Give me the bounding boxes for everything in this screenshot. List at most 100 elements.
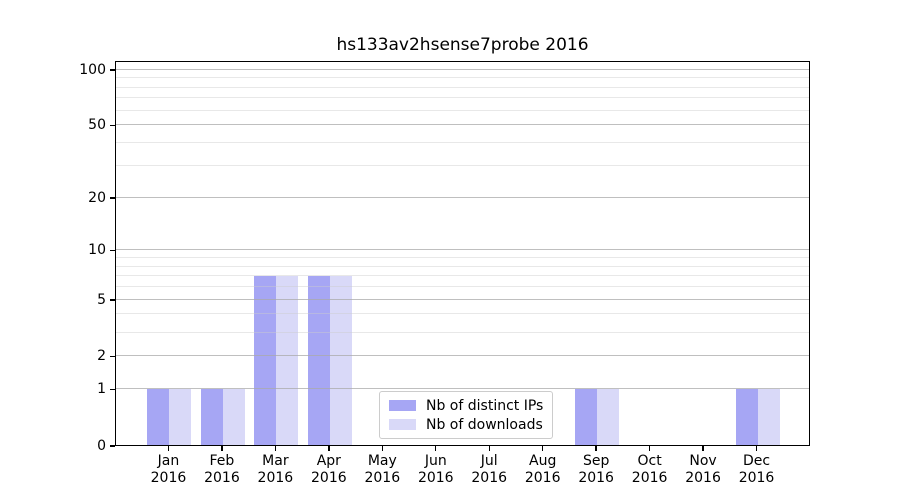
gridline-y-50 (116, 124, 809, 126)
gridline-y-9 (116, 256, 809, 258)
gridline-y-100 (116, 68, 809, 70)
legend-label: Nb of distinct IPs (426, 397, 544, 414)
y-tick-5 (110, 299, 115, 301)
y-tick-label-20: 20 (88, 189, 106, 206)
x-tick-month: May (367, 453, 397, 469)
x-tick-month: Dec (742, 453, 771, 469)
x-tick-label-oct: Oct 2016 (618, 453, 682, 487)
bar-feb-downloads (222, 388, 245, 445)
x-tick-month: Feb (209, 453, 235, 469)
x-tick-label-dec: Dec 2016 (725, 453, 789, 487)
x-tick-oct (648, 446, 651, 451)
gridline-y-30 (116, 164, 809, 166)
x-tick-aug (541, 446, 544, 451)
bar-jan-downloads (169, 388, 192, 445)
x-tick-dec (755, 446, 758, 451)
x-tick-jun (435, 446, 437, 451)
gridline-y-1 (116, 388, 809, 390)
gridline-y-5 (116, 298, 809, 300)
y-tick-1 (110, 388, 115, 391)
bar-dec-downloads (757, 388, 780, 445)
x-tick-label-feb: Feb 2016 (190, 453, 254, 487)
x-tick-year: 2016 (524, 470, 561, 486)
x-tick-month: Apr (316, 453, 341, 469)
x-tick-label-jan: Jan 2016 (136, 453, 200, 487)
x-tick-label-jun: Jun 2016 (404, 453, 468, 487)
x-tick-month: Nov (689, 453, 717, 469)
x-tick-year: 2016 (204, 470, 240, 486)
gridline-y-70 (116, 97, 809, 99)
x-tick-month: Mar (262, 453, 289, 469)
legend-swatch-icon (389, 419, 416, 430)
x-tick-mar (274, 446, 277, 451)
x-tick-month: Jun (424, 453, 447, 469)
gridline-y-60 (116, 109, 809, 111)
x-tick-year: 2016 (578, 470, 614, 486)
y-tick-label-0: 0 (97, 437, 106, 454)
bar-apr-downloads (329, 275, 352, 445)
bar-feb-distinct-ips (200, 388, 223, 445)
y-tick-0 (110, 445, 115, 447)
y-tick-10 (110, 250, 115, 252)
x-tick-month: Sep (582, 453, 610, 469)
x-tick-nov (702, 446, 704, 451)
y-tick-label-100: 100 (79, 61, 106, 78)
x-tick-year: 2016 (631, 470, 668, 486)
x-tick-year: 2016 (738, 470, 775, 486)
x-tick-jan (167, 446, 170, 451)
y-tick-label-50: 50 (88, 117, 106, 134)
x-tick-month: Oct (637, 453, 662, 469)
y-tick-20 (110, 197, 115, 199)
bar-dec-distinct-ips (735, 388, 758, 445)
gridline-y-20 (116, 196, 809, 198)
bar-mar-distinct-ips (254, 275, 277, 445)
x-tick-label-may: May 2016 (350, 453, 414, 487)
y-tick-50 (110, 125, 115, 127)
legend-swatch-icon (389, 400, 416, 411)
bar-sep-distinct-ips (575, 388, 598, 445)
bars-layer (116, 62, 809, 445)
gridline-y-7 (116, 275, 809, 277)
bar-apr-distinct-ips (307, 275, 330, 445)
gridline-y-4 (116, 313, 809, 315)
legend-label: Nb of downloads (426, 416, 543, 433)
y-tick-2 (110, 355, 115, 358)
x-tick-month: Jul (480, 453, 498, 469)
x-tick-sep (595, 446, 597, 451)
x-tick-label-apr: Apr 2016 (297, 453, 361, 487)
gridlines-layer (116, 62, 809, 445)
gridline-y-3 (116, 331, 809, 333)
gridline-y-2 (116, 355, 809, 357)
x-tick-year: 2016 (257, 470, 294, 486)
gridline-y-80 (116, 86, 809, 88)
x-tick-jul (488, 446, 490, 451)
gridline-y-90 (116, 77, 809, 79)
bar-jan-distinct-ips (147, 388, 170, 445)
x-tick-may (381, 446, 383, 451)
x-tick-label-jul: Jul 2016 (457, 453, 521, 487)
bar-mar-downloads (276, 275, 299, 445)
chart-title: hs133av2hsense7probe 2016 (336, 35, 589, 55)
x-tick-year: 2016 (150, 470, 187, 486)
x-tick-year: 2016 (471, 470, 508, 486)
y-tick-label-1: 1 (97, 381, 106, 398)
x-tick-month: Jan (157, 453, 180, 469)
legend: Nb of distinct IPs Nb of downloads (379, 391, 554, 439)
gridline-y-8 (116, 265, 809, 267)
y-tick-label-5: 5 (97, 291, 106, 308)
x-tick-feb (221, 446, 223, 451)
x-tick-year: 2016 (417, 470, 454, 486)
gridline-y-40 (116, 142, 809, 144)
y-tick-label-10: 10 (88, 242, 106, 259)
y-tick-label-2: 2 (97, 348, 106, 365)
x-tick-label-sep: Sep 2016 (564, 453, 628, 487)
x-tick-label-aug: Aug 2016 (511, 453, 575, 487)
x-tick-year: 2016 (311, 470, 347, 486)
gridline-y-6 (116, 286, 809, 288)
x-tick-label-mar: Mar 2016 (243, 453, 307, 487)
x-tick-apr (328, 446, 330, 451)
legend-row-distinct-ips: Nb of distinct IPs (389, 396, 543, 415)
bar-sep-downloads (597, 388, 620, 445)
legend-row-downloads: Nb of downloads (389, 415, 543, 434)
